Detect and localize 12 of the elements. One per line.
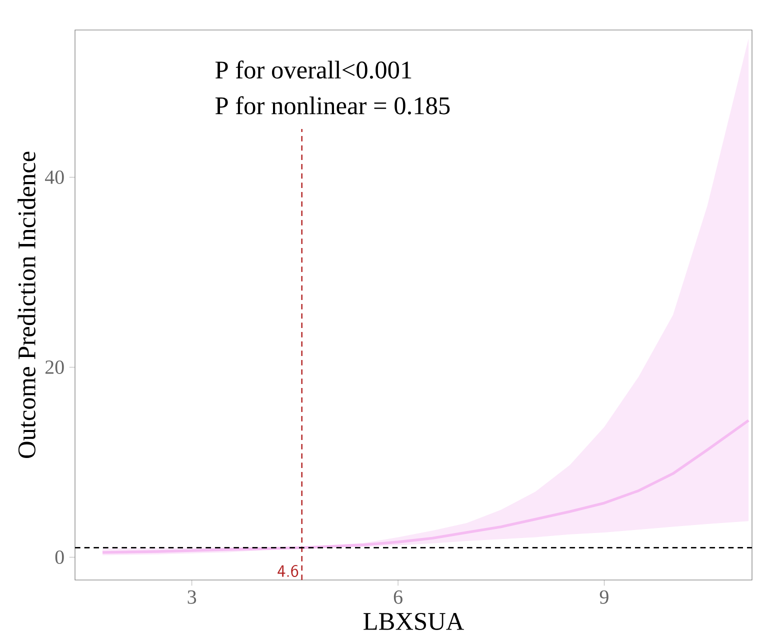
y-axis-title: Outcome Prediction Incidence (18, 152, 36, 458)
x-tick-label: 6 (394, 590, 402, 604)
annotation: P for nonlinear = 0.185 (215, 96, 450, 114)
x-axis-title: LBXSUA (364, 612, 464, 630)
ref-line-label: 4.6 (278, 564, 298, 578)
x-tick-label: 9 (600, 590, 608, 604)
y-tick-label: 40 (45, 170, 64, 184)
line-series (101, 419, 750, 554)
y-tick-label: 20 (45, 360, 64, 374)
annotation: P for overall<0.001 (215, 60, 412, 79)
x-tick-label: 3 (188, 590, 196, 604)
y-tick-label: 0 (55, 550, 64, 564)
